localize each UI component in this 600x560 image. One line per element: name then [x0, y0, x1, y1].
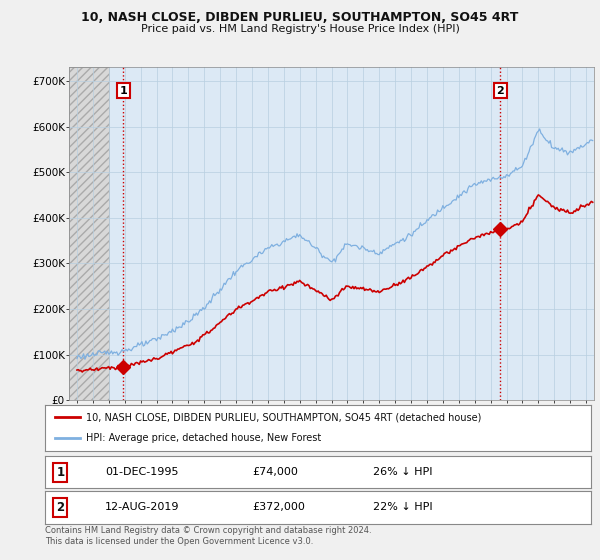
Text: 22% ↓ HPI: 22% ↓ HPI: [373, 502, 432, 512]
Text: 01-DEC-1995: 01-DEC-1995: [105, 467, 179, 477]
Bar: [69, 67, 109, 400]
Text: Price paid vs. HM Land Registry's House Price Index (HPI): Price paid vs. HM Land Registry's House …: [140, 24, 460, 34]
Text: 26% ↓ HPI: 26% ↓ HPI: [373, 467, 432, 477]
Text: 2: 2: [56, 501, 64, 514]
Text: 10, NASH CLOSE, DIBDEN PURLIEU, SOUTHAMPTON, SO45 4RT: 10, NASH CLOSE, DIBDEN PURLIEU, SOUTHAMP…: [82, 11, 518, 24]
Text: 1: 1: [119, 86, 127, 96]
Text: £372,000: £372,000: [253, 502, 305, 512]
Text: 10, NASH CLOSE, DIBDEN PURLIEU, SOUTHAMPTON, SO45 4RT (detached house): 10, NASH CLOSE, DIBDEN PURLIEU, SOUTHAMP…: [86, 412, 481, 422]
Text: Contains HM Land Registry data © Crown copyright and database right 2024.
This d: Contains HM Land Registry data © Crown c…: [45, 526, 371, 546]
Text: 12-AUG-2019: 12-AUG-2019: [105, 502, 179, 512]
Text: 1: 1: [56, 465, 64, 479]
Text: HPI: Average price, detached house, New Forest: HPI: Average price, detached house, New …: [86, 433, 321, 444]
Text: 2: 2: [497, 86, 505, 96]
Text: £74,000: £74,000: [253, 467, 298, 477]
